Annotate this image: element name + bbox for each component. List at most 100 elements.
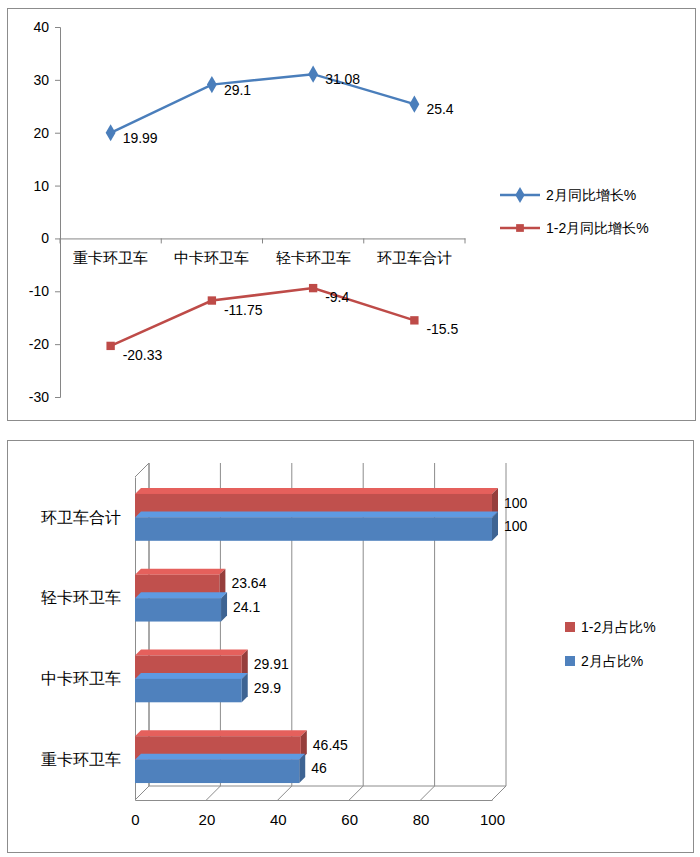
data-label: -11.75	[224, 302, 263, 318]
y-tick-label: 环卫车合计	[41, 508, 121, 525]
x-tick-label: 环卫车合计	[377, 249, 452, 266]
wall-edge	[149, 786, 506, 787]
legend-item: 2月占比%	[565, 653, 643, 669]
point-marker	[309, 284, 317, 292]
wall-edge	[135, 463, 149, 477]
legend-label: 1-2月同比增长%	[546, 220, 649, 236]
bar-top-face	[135, 730, 307, 736]
bar-top-face	[135, 649, 248, 655]
bar-top-face	[135, 754, 305, 760]
x-tick-label: 0	[131, 811, 139, 828]
data-labels: 46.4529.9123.641004629.924.1100	[231, 495, 527, 777]
point-marker	[207, 76, 217, 93]
y-tick-label: 30	[33, 72, 49, 88]
bar	[135, 598, 221, 621]
x-tick: 轻卡环卫车	[276, 238, 351, 266]
x-tick-label: 40	[270, 811, 287, 828]
data-label: 100	[504, 495, 528, 511]
y-tick: -20	[29, 336, 60, 352]
bar-group	[135, 488, 498, 517]
data-label: 46.45	[313, 737, 348, 753]
data-label: 24.1	[233, 599, 260, 615]
bar-side-face	[242, 673, 248, 702]
plot-area	[135, 488, 498, 783]
category-divider	[60, 238, 61, 243]
bar-group	[135, 754, 305, 783]
point-marker	[208, 296, 216, 304]
y-tick-label: 轻卡环卫车	[41, 589, 121, 606]
legend: 1-2月占比% 2月占比%	[565, 619, 656, 669]
bar-top-face	[135, 673, 248, 679]
x-tick: 20	[199, 800, 216, 828]
category-divider	[363, 238, 364, 243]
y-tick-label: 0	[41, 230, 49, 246]
chart-frame	[8, 9, 696, 421]
legend-label: 1-2月占比%	[581, 619, 656, 635]
data-label: -15.5	[426, 321, 458, 337]
point-marker	[106, 124, 116, 141]
x-tick: 0	[131, 800, 139, 828]
walls	[135, 463, 506, 800]
grid-floor-line	[492, 786, 506, 800]
y-tick-label: 20	[33, 125, 49, 141]
data-label: 46	[311, 760, 327, 776]
plot-area	[106, 66, 420, 351]
bar-group	[135, 511, 498, 540]
data-label: 23.64	[231, 575, 266, 591]
x-tick-label: 60	[341, 811, 358, 828]
grid-line	[506, 463, 507, 786]
bar-side-face	[299, 754, 305, 783]
y-tick-mark	[55, 397, 60, 398]
data-label: 100	[504, 518, 528, 534]
x-axis: 020406080100	[131, 800, 505, 828]
y-tick-mark	[55, 27, 60, 28]
data-label: 29.1	[224, 82, 251, 98]
y-tick: 中卡环卫车	[41, 670, 135, 687]
point-marker	[106, 342, 114, 350]
chart-frame	[8, 441, 694, 853]
bar-group	[135, 592, 227, 621]
canvas: -30-20-10010203040重卡环卫车中卡环卫车轻卡环卫车环卫车合计19…	[0, 0, 700, 857]
x-tick-label: 100	[480, 811, 505, 828]
y-tick: 30	[33, 72, 60, 88]
data-label: -20.33	[123, 347, 163, 363]
y-tick: -10	[29, 283, 60, 299]
data-labels: 19.9929.131.0825.4-20.33-11.75-9.4-15.5	[123, 71, 459, 363]
grid-floor-line	[278, 786, 292, 800]
y-tick-label: 中卡环卫车	[41, 670, 121, 687]
y-tick: 40	[33, 19, 60, 35]
grid-floor-line	[349, 786, 363, 800]
series-line	[111, 74, 415, 133]
y-tick-label: 40	[33, 19, 49, 35]
y-tick-mark	[55, 238, 60, 239]
category-divider	[465, 238, 466, 243]
bar-group	[135, 649, 248, 678]
x-tick-label: 20	[199, 811, 216, 828]
legend-item: 2月同比增长%	[500, 187, 636, 203]
y-tick-mark	[55, 80, 60, 81]
bar-group	[135, 730, 307, 759]
data-label: 31.08	[325, 71, 360, 87]
y-tick: 环卫车合计	[41, 508, 135, 525]
y-tick-mark	[55, 344, 60, 345]
category-divider	[262, 238, 263, 243]
data-label: 29.9	[254, 680, 281, 696]
x-tick-label: 轻卡环卫车	[276, 249, 351, 266]
grid-floor-line	[421, 786, 435, 800]
y-tick-mark	[55, 133, 60, 134]
y-tick-mark	[55, 291, 60, 292]
grid-floor-line	[135, 786, 149, 800]
point-marker	[410, 316, 418, 324]
x-tick-label: 重卡环卫车	[73, 249, 148, 266]
y-tick: 轻卡环卫车	[41, 589, 135, 606]
grid-floor-line	[206, 786, 220, 800]
y-tick: -30	[29, 389, 60, 405]
bar	[135, 517, 492, 540]
y-tick: 10	[33, 178, 60, 194]
legend-label: 2月同比增长%	[546, 187, 636, 203]
bar-top-face	[135, 488, 498, 494]
y-tick-label: -20	[29, 336, 49, 352]
y-tick: 重卡环卫车	[41, 751, 135, 768]
bar	[135, 760, 299, 783]
bar-side-face	[221, 592, 227, 621]
